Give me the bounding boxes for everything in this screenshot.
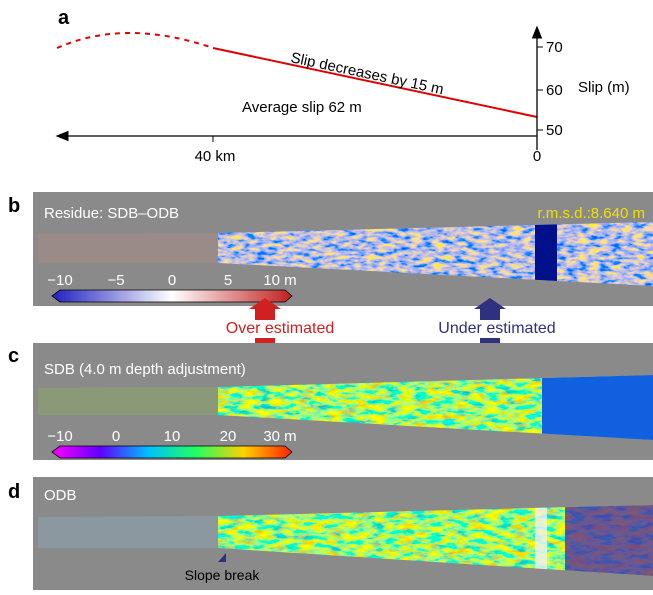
colorbar-tick: 5 <box>224 272 232 289</box>
marker <box>218 553 226 562</box>
panel-title: Residue: SDB–ODB <box>44 205 179 222</box>
arrow-label: Under estimated <box>438 320 555 337</box>
marker-label: Slope break <box>185 567 261 583</box>
arrow-up <box>249 298 281 320</box>
colorbar-tick: 0 <box>112 428 120 445</box>
arrow-label: Over estimated <box>226 320 334 337</box>
y-tick-label: 70 <box>546 39 563 56</box>
y-tick-label: 60 <box>546 82 563 99</box>
colorbar-tick: 30 m <box>263 428 296 445</box>
x-label: 40 km <box>195 148 236 165</box>
y-tick-label: 50 <box>546 122 563 139</box>
colorbar-tick: 20 <box>220 428 237 445</box>
colorbar-tick: 0 <box>168 272 176 289</box>
strip-faded <box>38 387 218 415</box>
panel-title: ODB <box>44 487 77 504</box>
strip-faded <box>38 233 218 263</box>
arrow-up <box>474 298 506 320</box>
colorbar-tick: 10 <box>164 428 181 445</box>
panel-label: a <box>58 7 70 29</box>
colorbar-tick: 10 m <box>263 272 296 289</box>
x-label: 0 <box>533 148 541 165</box>
annotation: Slip decreases by 15 m <box>289 49 445 98</box>
axis-label: Slip (m) <box>578 79 630 96</box>
colorbar-tick: −10 <box>47 428 72 445</box>
panel-label: b <box>8 195 20 217</box>
strip-faded <box>38 516 218 548</box>
rmsd: r.m.s.d.:8.640 m <box>537 205 645 222</box>
colorbar <box>51 445 293 459</box>
colorbar <box>51 289 293 303</box>
colorbar-tick: −5 <box>107 272 124 289</box>
panel-title: SDB (4.0 m depth adjustment) <box>44 361 246 378</box>
slip-dashed <box>56 32 214 49</box>
odb-map <box>218 505 653 576</box>
colorbar-tick: −10 <box>47 272 72 289</box>
slip-line <box>212 47 538 118</box>
panel-label: c <box>8 345 19 367</box>
panel-label: d <box>8 481 20 503</box>
annotation: Average slip 62 m <box>242 99 362 116</box>
